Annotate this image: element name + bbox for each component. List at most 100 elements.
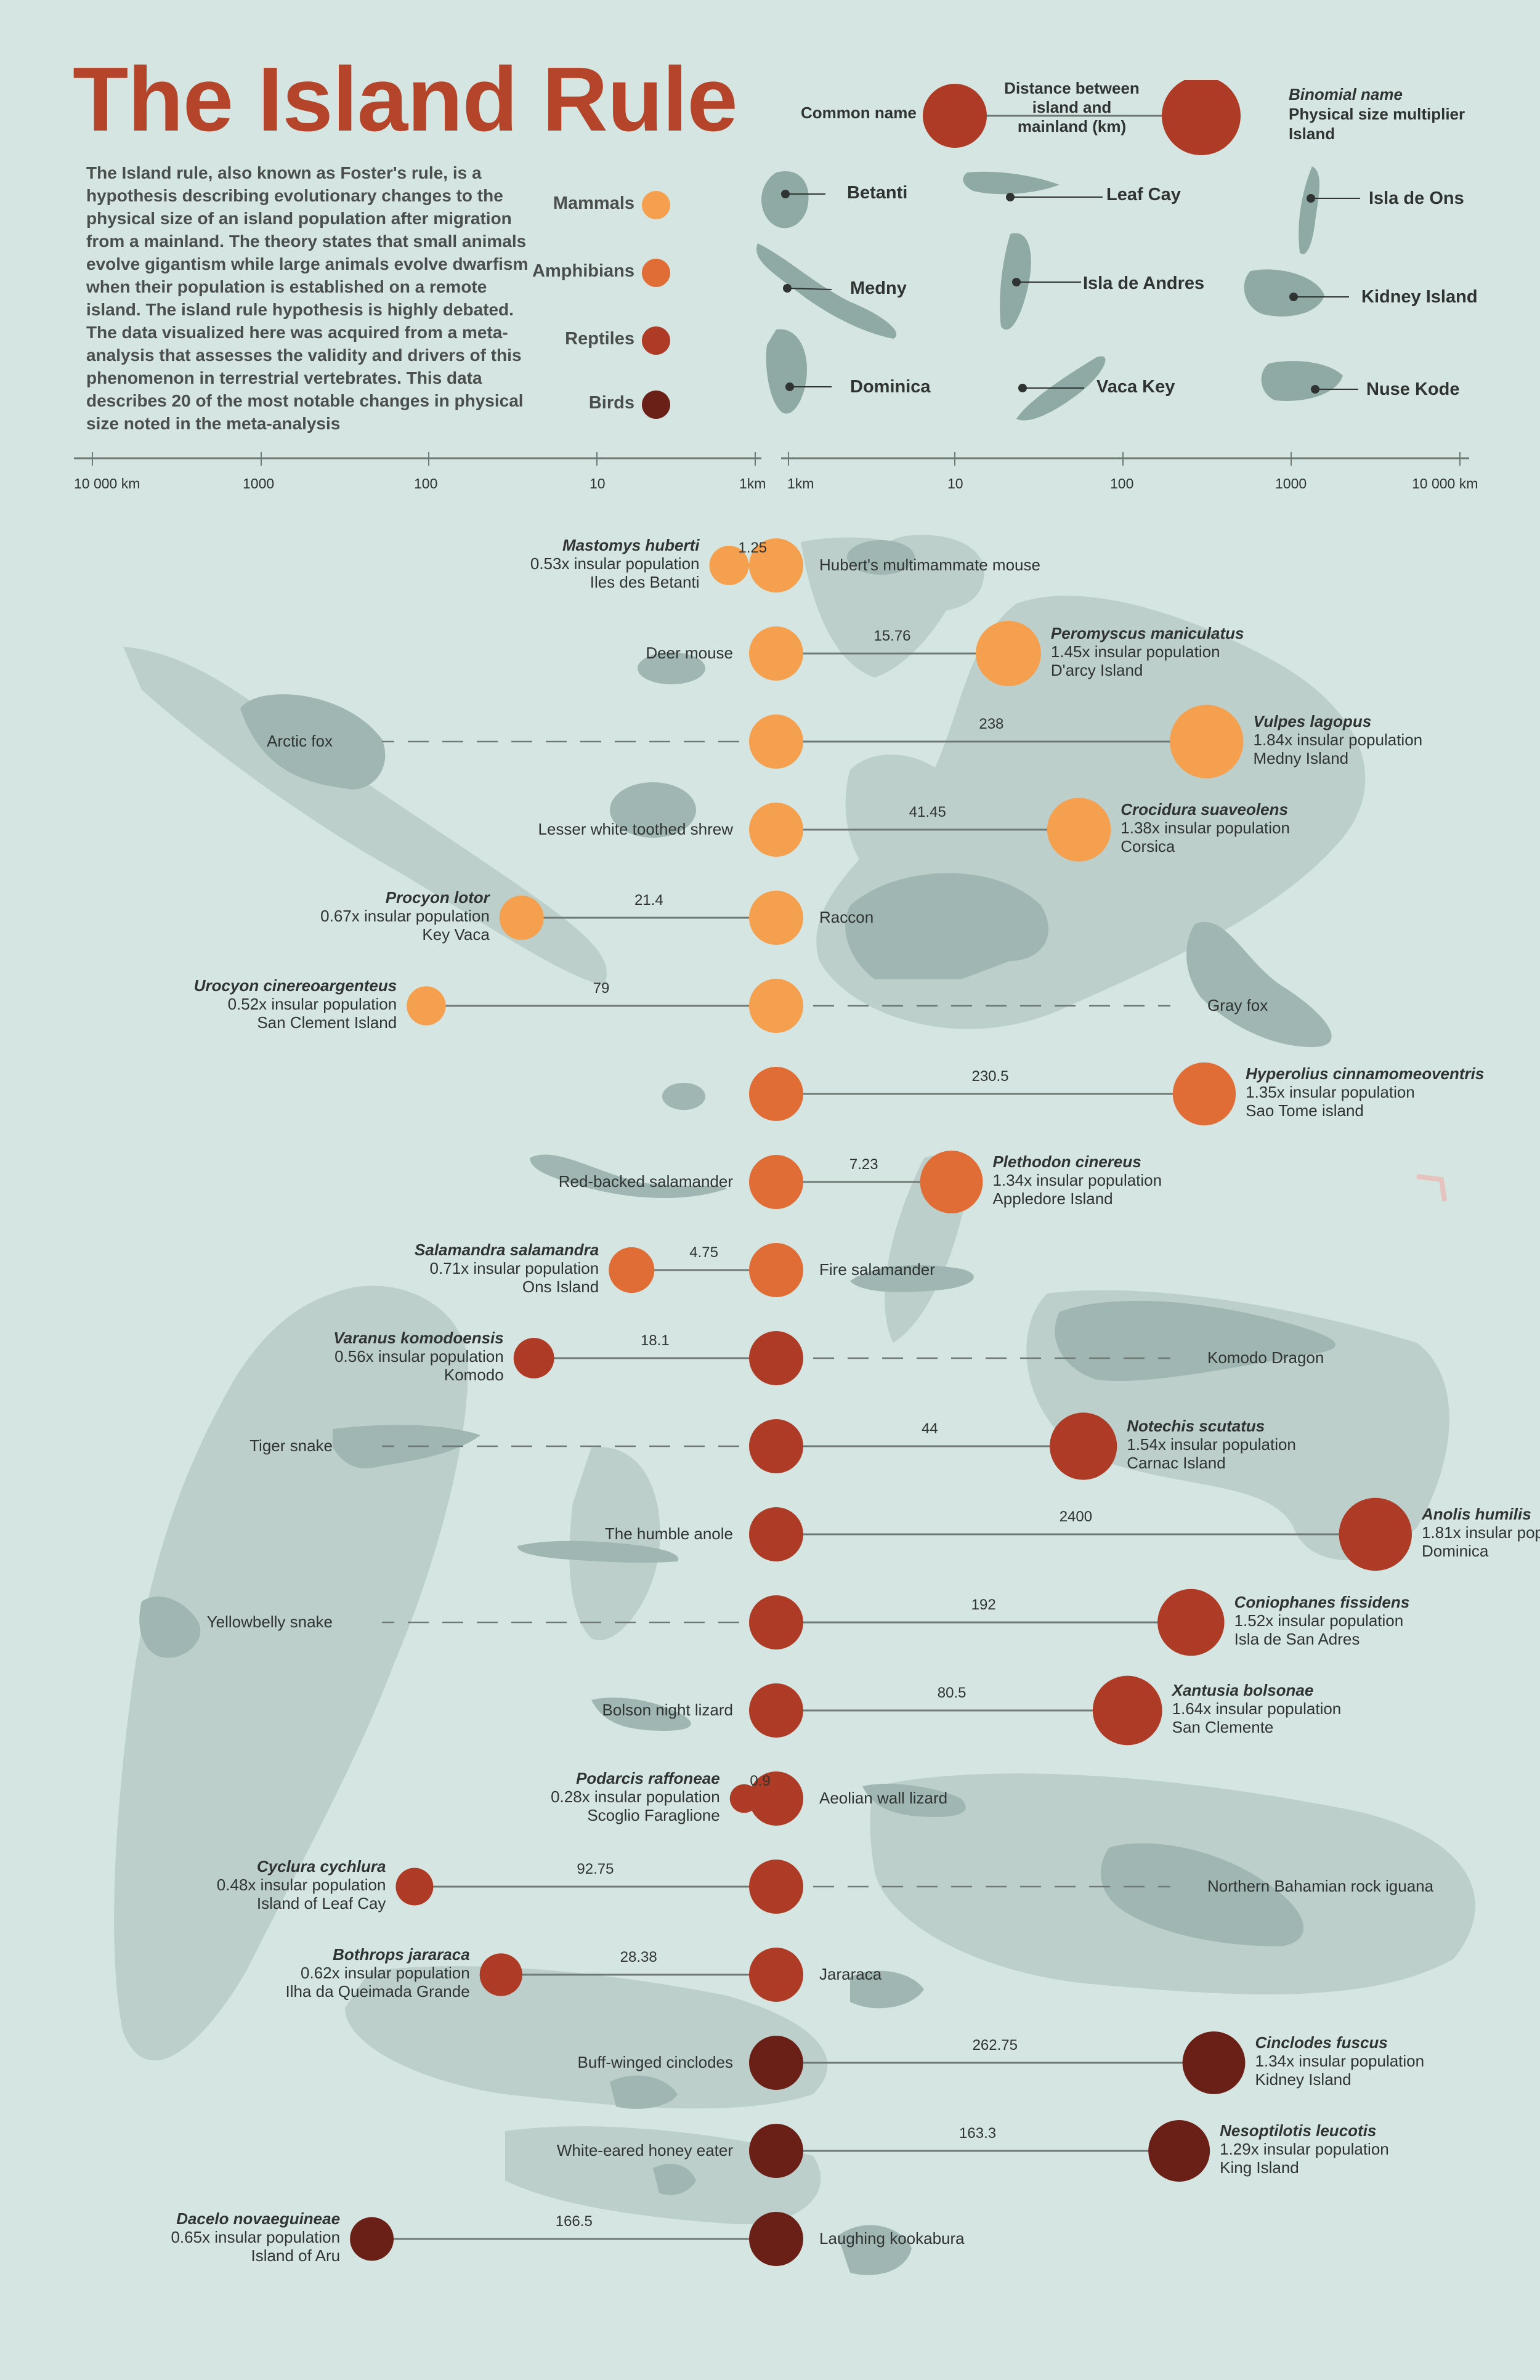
island-circle (1339, 1497, 1412, 1571)
axis-left-tick-1km: 1km (739, 476, 766, 492)
species-info: Hyperolius cinnamomeoventris 1.35x insula… (1246, 1064, 1484, 1120)
species-info: Vulpes lagopus 1.84x insular population Me… (1253, 712, 1422, 767)
mainland-circle (749, 2212, 803, 2266)
iguana-silhouette (1100, 1843, 1304, 1946)
size-multiplier: 1.34x insular population (1255, 2052, 1425, 2070)
island-circle (1157, 1589, 1225, 1656)
binomial-name: Plethodon cinereus (992, 1152, 1141, 1171)
common-name: Northern Bahamian rock iguana (1207, 1877, 1434, 1895)
binomial-name: Xantusia bolsonae (1172, 1681, 1314, 1699)
binomial-name: Cinclodes fuscus (1255, 2033, 1388, 2052)
common-name: Hubert's multimammate mouse (819, 556, 1040, 574)
size-multiplier: 0.28x insular population (551, 1787, 720, 1806)
common-name: Deer mouse (646, 644, 733, 662)
key-distance: Distance between island and mainland (km… (1004, 79, 1140, 136)
binomial-name: Crocidura suaveolens (1121, 800, 1288, 819)
anole-silhouette (517, 1540, 679, 1563)
island-circle (395, 1868, 434, 1906)
island-name: San Clemente (1172, 1718, 1274, 1736)
species-info: Peromyscus maniculatus 1.45x insular popu… (1051, 624, 1244, 679)
island-name: Kidney Island (1255, 2070, 1352, 2089)
common-name: Bolson night lizard (602, 1701, 733, 1719)
size-multiplier: 0.48x insular population (216, 1876, 386, 1894)
distance-label: 15.76 (873, 628, 911, 644)
island-silhouette (801, 537, 961, 678)
binomial-name: Coniophanes fissidens (1234, 1593, 1410, 1611)
mainland-circle (749, 1419, 803, 1473)
species-info: Urocyon cinereoargenteus 0.52x insular po… (76, 976, 397, 1032)
island-name: Iles des Betanti (590, 573, 700, 591)
axis-right-tick-10000: 10 000 km (1412, 476, 1478, 492)
common-name: Laughing kookabura (819, 2229, 965, 2248)
species-info: Nesoptilotis leucotis 1.29x insular popul… (1220, 2121, 1389, 2177)
species-info: Varanus komodoensis 0.56x insular populat… (184, 1329, 504, 1384)
axis-left-tick-100: 100 (414, 476, 438, 492)
key-circle-small (923, 84, 987, 148)
binomial-row: Notechis scutatus (1127, 1417, 1296, 1435)
distance-label: 1.25 (738, 540, 768, 556)
key-binomial: Binomial name (1289, 85, 1403, 103)
size-multiplier: 0.65x insular population (171, 2228, 341, 2246)
binomial-row: Nesoptilotis leucotis (1220, 2121, 1389, 2140)
island-name: Key Vaca (422, 925, 490, 944)
size-multiplier: 0.53x insular population (530, 554, 700, 573)
size-multiplier: 1.64x insular population (1172, 1699, 1342, 1718)
fire-salamander-silhouette (850, 1265, 974, 1292)
binomial-row: Hyperolius cinnamomeoventris (1246, 1064, 1484, 1083)
island-circle (729, 1784, 759, 1813)
binomial-name: Varanus komodoensis (333, 1329, 504, 1347)
island-circle (479, 1953, 522, 1996)
island-name: Carnac Island (1127, 1454, 1226, 1472)
axis-left-tick-10: 10 (590, 476, 606, 492)
size-multiplier: 0.67x insular population (320, 907, 490, 925)
common-name: Red-backed salamander (558, 1172, 733, 1191)
island-circle (709, 545, 749, 586)
island-name: Komodo (444, 1366, 504, 1384)
species-info: Dacelo novaeguineae 0.65x insular populat… (20, 2209, 340, 2265)
binomial-name: Dacelo novaeguineae (176, 2209, 341, 2228)
size-multiplier: 1.45x insular population (1050, 642, 1220, 661)
mainland-circle (749, 979, 803, 1033)
species-info: Xantusia bolsonae 1.64x insular populatio… (1172, 1681, 1342, 1736)
island-label-kidney-island: Kidney Island (1361, 287, 1478, 307)
binomial-row: Varanus komodoensis (184, 1329, 504, 1347)
key-circle-large (1162, 80, 1241, 155)
island-circle (1050, 1412, 1117, 1480)
axis-left-tick-10000: 10 000 km (74, 476, 140, 492)
mainland-circle (749, 1595, 803, 1649)
binomial-row: Salamandra salamandra (278, 1241, 599, 1259)
island-circle (609, 1247, 655, 1293)
axis-right-tick-100: 100 (1110, 476, 1134, 492)
species-info: Cinclodes fuscus 1.34x insular population… (1255, 2033, 1424, 2089)
island-name: Ons Island (522, 1277, 599, 1296)
mouse-silhouette (847, 540, 915, 575)
distance-label: 163.3 (959, 2125, 997, 2142)
mainland-circle (749, 1331, 803, 1385)
island-shape-dominica (766, 329, 807, 414)
size-multiplier: 1.35x insular population (1246, 1083, 1415, 1101)
axis-right-tick-10: 10 (947, 476, 963, 492)
common-name: Raccon (819, 908, 874, 926)
island-shape-leaf-cay (963, 171, 1060, 195)
island-shape-nuse-kode (1261, 361, 1343, 401)
distance-label: 166.5 (555, 2213, 593, 2230)
binomial-name: Cyclura cychlura (256, 1857, 386, 1876)
binomial-name: Bothrops jararaca (333, 1945, 470, 1964)
intro-paragraph: The Island rule, also known as Foster's … (86, 163, 529, 433)
common-name: Komodo Dragon (1207, 1348, 1324, 1367)
common-name: Gray fox (1207, 996, 1268, 1014)
distance-label: 41.45 (909, 804, 946, 820)
legend-swatch-reptiles (642, 326, 670, 355)
island-label-leaf-cay: Leaf Cay (1106, 185, 1181, 204)
legend-swatch-amphibians (642, 259, 670, 287)
island-name: King Island (1220, 2158, 1299, 2177)
distance-label: 18.1 (640, 1332, 670, 1349)
distance-label: 2400 (1059, 1508, 1093, 1525)
deer-mouse-silhouette (638, 652, 705, 684)
binomial-row: Coniophanes fissidens (1234, 1593, 1410, 1611)
island-circle (920, 1151, 983, 1213)
binomial-name: Podarcis raffoneae (576, 1769, 720, 1787)
